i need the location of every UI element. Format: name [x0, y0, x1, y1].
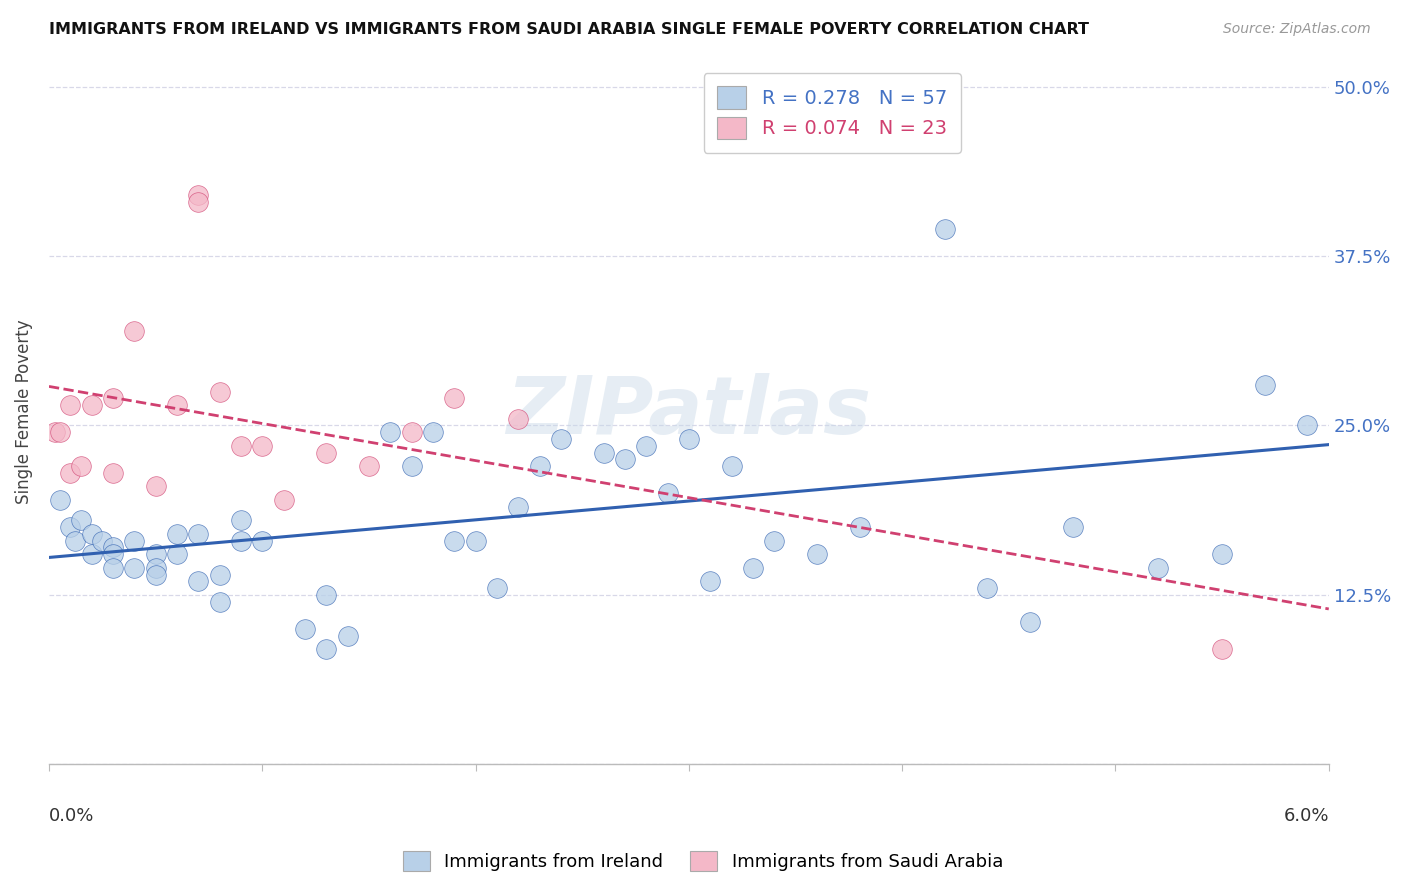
Point: [464, 533, 486, 548]
Point: [315, 642, 337, 657]
Point: [1147, 561, 1170, 575]
Point: [422, 425, 444, 440]
Point: [80, 398, 103, 412]
Point: [101, 561, 124, 575]
Point: [124, 324, 146, 338]
Point: [208, 384, 231, 399]
Point: [485, 581, 508, 595]
Point: [101, 547, 124, 561]
Point: [636, 439, 658, 453]
Point: [1254, 377, 1277, 392]
Point: [91, 533, 114, 548]
Point: [70, 513, 93, 527]
Point: [187, 527, 209, 541]
Point: [1019, 615, 1042, 629]
Point: [70, 459, 93, 474]
Point: [294, 622, 316, 636]
Point: [145, 479, 167, 493]
Point: [550, 432, 572, 446]
Legend: Immigrants from Ireland, Immigrants from Saudi Arabia: Immigrants from Ireland, Immigrants from…: [395, 844, 1011, 879]
Point: [763, 533, 786, 548]
Point: [252, 533, 274, 548]
Point: [891, 120, 914, 135]
Point: [229, 533, 252, 548]
Point: [208, 567, 231, 582]
Point: [166, 398, 188, 412]
Point: [124, 533, 146, 548]
Point: [848, 520, 870, 534]
Point: [48, 425, 70, 440]
Point: [101, 541, 124, 555]
Point: [315, 588, 337, 602]
Point: [976, 581, 998, 595]
Point: [336, 628, 359, 642]
Point: [80, 547, 103, 561]
Point: [315, 445, 337, 459]
Point: [101, 392, 124, 406]
Point: [443, 392, 465, 406]
Text: 0.0%: 0.0%: [49, 806, 94, 824]
Point: [1296, 418, 1319, 433]
Point: [145, 561, 167, 575]
Text: ZIPatlas: ZIPatlas: [506, 373, 872, 451]
Point: [59, 520, 82, 534]
Point: [1211, 642, 1233, 657]
Point: [59, 466, 82, 480]
Point: [252, 439, 274, 453]
Point: [508, 411, 530, 425]
Point: [806, 547, 828, 561]
Point: [145, 547, 167, 561]
Point: [592, 445, 614, 459]
Point: [166, 547, 188, 561]
Point: [208, 594, 231, 608]
Point: [145, 567, 167, 582]
Point: [273, 493, 295, 508]
Point: [101, 466, 124, 480]
Point: [720, 459, 742, 474]
Point: [443, 533, 465, 548]
Point: [80, 527, 103, 541]
Point: [63, 533, 86, 548]
Point: [229, 439, 252, 453]
Point: [741, 561, 763, 575]
Point: [229, 513, 252, 527]
Point: [508, 500, 530, 514]
Point: [124, 561, 146, 575]
Point: [48, 493, 70, 508]
Point: [678, 432, 700, 446]
Point: [187, 188, 209, 202]
Point: [657, 486, 679, 500]
Point: [380, 425, 402, 440]
Point: [44, 425, 66, 440]
Point: [401, 459, 423, 474]
Point: [699, 574, 721, 589]
Point: [59, 398, 82, 412]
Point: [401, 425, 423, 440]
Legend: R = 0.278   N = 57, R = 0.074   N = 23: R = 0.278 N = 57, R = 0.074 N = 23: [703, 73, 960, 153]
Point: [1062, 520, 1084, 534]
Point: [357, 459, 380, 474]
Y-axis label: Single Female Poverty: Single Female Poverty: [15, 319, 32, 504]
Point: [934, 222, 956, 236]
Point: [529, 459, 551, 474]
Point: [166, 527, 188, 541]
Text: Source: ZipAtlas.com: Source: ZipAtlas.com: [1223, 22, 1371, 37]
Point: [187, 574, 209, 589]
Text: IMMIGRANTS FROM IRELAND VS IMMIGRANTS FROM SAUDI ARABIA SINGLE FEMALE POVERTY CO: IMMIGRANTS FROM IRELAND VS IMMIGRANTS FR…: [49, 22, 1090, 37]
Point: [187, 194, 209, 209]
Point: [613, 452, 636, 467]
Point: [1211, 547, 1233, 561]
Text: 6.0%: 6.0%: [1284, 806, 1329, 824]
